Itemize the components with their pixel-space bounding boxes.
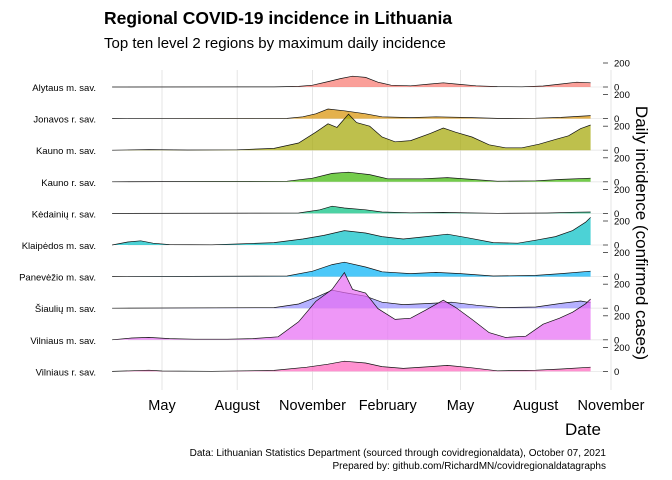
y-tick-label: 200	[614, 90, 630, 101]
y-tick-label: 0	[614, 241, 619, 252]
y-tick-label: 200	[614, 59, 630, 70]
chart-title: Regional COVID-19 incidence in Lithuania	[104, 8, 453, 28]
series-area	[112, 217, 591, 245]
y-tick-label: 0	[614, 209, 619, 220]
y-tick-label: 0	[614, 114, 619, 125]
series-area	[112, 114, 591, 151]
x-axis-title: Date	[565, 420, 601, 439]
y-tick-label: 200	[614, 343, 630, 354]
y-tick-label: 200	[614, 280, 630, 291]
series-label: Jonavos r. sav.	[33, 115, 96, 126]
series-line	[112, 113, 591, 151]
series-line	[112, 271, 591, 341]
x-tick-label: November	[279, 398, 346, 414]
series-label: Vilniaus m. sav.	[30, 336, 96, 347]
y-tick-label: 200	[614, 311, 630, 322]
series-label: Kauno m. sav.	[36, 146, 96, 157]
x-tick-label: November	[578, 398, 645, 414]
y-tick-label: 200	[614, 153, 630, 164]
series-label: Šiaulių m. sav.	[35, 304, 96, 315]
series-area	[112, 262, 591, 277]
series-line	[112, 289, 591, 309]
y-tick-label: 200	[614, 185, 630, 196]
y-tick-label: 0	[614, 177, 619, 188]
y-tick-label: 200	[614, 217, 630, 228]
y-tick-label: 0	[614, 335, 619, 346]
series-area	[112, 361, 591, 372]
series-line	[112, 261, 591, 277]
series-label: Kėdainių r. sav.	[32, 209, 96, 220]
series-label: Alytaus m. sav.	[32, 83, 96, 94]
caption-source: Data: Lithuanian Statistics Department (…	[189, 448, 606, 459]
x-tick-label: August	[513, 398, 558, 414]
series-line	[112, 217, 591, 246]
y-axis-title: Daily incidence (confirmed cases)	[632, 106, 651, 360]
series-area	[112, 272, 591, 340]
y-tick-label: 0	[614, 272, 619, 283]
series-area	[112, 76, 591, 87]
y-tick-label: 0	[614, 146, 619, 157]
x-tick-label: May	[447, 398, 475, 414]
series-area	[112, 206, 591, 214]
x-tick-label: August	[215, 398, 260, 414]
series-line	[112, 75, 591, 88]
y-tick-label: 0	[614, 367, 619, 378]
y-tick-label: 0	[614, 83, 619, 94]
series-label: Panevėžio m. sav.	[19, 273, 96, 284]
series-label: Klaipėdos m. sav.	[22, 241, 96, 252]
caption-author: Prepared by: github.com/RichardMN/covidr…	[332, 460, 606, 472]
series-line	[112, 108, 591, 119]
y-tick-label: 200	[614, 122, 630, 133]
series-area	[112, 172, 591, 182]
x-tick-label: May	[148, 398, 176, 414]
caption: Data: Lithuanian Statistics Department (…	[190, 448, 606, 473]
y-tick-label: 0	[614, 304, 619, 315]
series-line	[112, 205, 591, 214]
y-tick-label: 200	[614, 248, 630, 259]
series-line	[112, 360, 591, 372]
x-tick-label: February	[359, 398, 418, 414]
series-line	[112, 171, 591, 183]
series-label: Vilniaus r. sav.	[36, 367, 96, 378]
series-area	[112, 109, 591, 119]
series-label: Kauno r. sav.	[41, 178, 96, 189]
chart-subtitle: Top ten level 2 regions by maximum daily…	[104, 35, 446, 52]
